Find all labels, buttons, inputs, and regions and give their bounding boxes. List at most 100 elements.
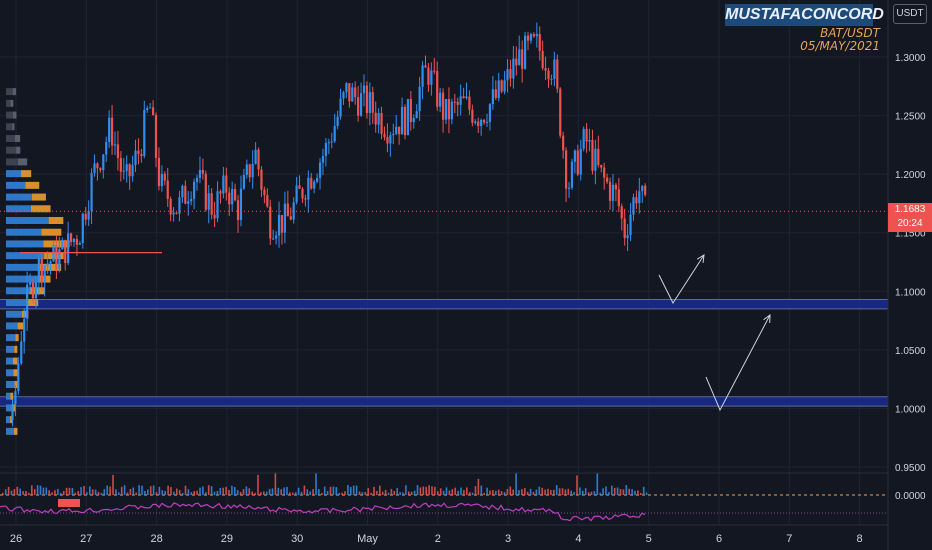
candle-body — [201, 169, 204, 174]
candle-body — [471, 109, 474, 123]
volume-bar — [196, 490, 198, 495]
profile-bar-buy — [6, 181, 26, 189]
volume-bar — [544, 489, 546, 495]
candle-body — [225, 175, 228, 193]
candle-body — [336, 116, 339, 127]
profile-bar-sell — [14, 345, 18, 353]
volume-bar — [486, 487, 488, 495]
volume-bar — [489, 490, 491, 495]
currency-button[interactable]: USDT — [893, 4, 927, 24]
candle-body — [234, 189, 237, 201]
projection-arrow — [705, 314, 771, 412]
candle-body — [102, 154, 105, 171]
profile-bar-buy — [6, 228, 42, 236]
x-tick-label: 6 — [716, 533, 722, 545]
candle-body — [254, 149, 257, 164]
volume-bar — [457, 490, 459, 495]
volume-bar — [274, 472, 277, 495]
candle-body — [564, 150, 568, 189]
candle-body — [377, 113, 380, 125]
candle-body — [87, 210, 90, 220]
candle-body — [614, 184, 617, 190]
candle-body — [143, 110, 146, 157]
candle-body — [146, 108, 149, 111]
volume-bar — [628, 488, 630, 495]
candle-body — [327, 142, 330, 144]
candle-body — [494, 89, 497, 98]
candle-body — [500, 80, 503, 92]
signal-marker — [58, 499, 80, 507]
volume-bar — [199, 487, 201, 495]
volume-bar — [590, 491, 593, 495]
candle-body — [169, 198, 172, 215]
candle-body — [283, 203, 286, 233]
candle-body — [295, 185, 298, 203]
y-tick-label: 1.2500 — [895, 112, 926, 123]
volume-bar — [402, 492, 404, 495]
profile-bar-sell — [13, 427, 18, 435]
candle-body — [316, 177, 319, 182]
volume-bar — [474, 486, 477, 495]
volume-bar — [616, 487, 619, 495]
volume-bar — [619, 489, 622, 495]
y-tick-label: 1.0500 — [895, 346, 926, 357]
profile-bar-buy — [6, 170, 22, 178]
volume-bar — [399, 492, 401, 495]
volume-bar — [315, 472, 317, 495]
candle-body — [149, 107, 152, 109]
candle-body — [292, 202, 295, 220]
profile-bar-buy — [6, 158, 18, 166]
volume-bar — [512, 489, 514, 495]
volume-bar — [115, 489, 117, 495]
candle-body — [354, 87, 357, 98]
candle-body — [603, 167, 606, 178]
candle-body — [184, 185, 187, 204]
volume-bar — [321, 492, 323, 495]
volume-bar — [213, 491, 216, 495]
candle-body — [248, 164, 251, 178]
profile-bar-sell — [17, 158, 28, 166]
volume-bar — [112, 474, 114, 495]
candle-body — [20, 341, 23, 364]
candle-body — [163, 173, 166, 181]
volume-bar — [355, 485, 358, 495]
candle-body — [550, 78, 553, 80]
candle-body — [456, 101, 459, 105]
candle-body — [532, 34, 535, 37]
volume-bar — [593, 491, 596, 495]
volume-bar — [480, 485, 483, 495]
candle-body — [447, 98, 451, 120]
candle-body — [585, 128, 588, 142]
candle-body — [638, 191, 641, 204]
candle-body — [58, 249, 61, 270]
candle-body — [99, 168, 102, 171]
volume-bar — [341, 492, 343, 495]
volume-bar — [149, 486, 152, 495]
volume-bar — [210, 486, 213, 495]
candle-body — [277, 215, 281, 236]
volume-bar — [437, 491, 439, 495]
candle-body — [430, 70, 433, 85]
candle-body — [37, 258, 40, 282]
candle-body — [608, 181, 612, 201]
volume-bar — [448, 490, 451, 495]
candle-body — [418, 86, 421, 112]
arrow-head — [696, 254, 705, 264]
volume-bar — [460, 487, 462, 495]
volume-bar — [631, 489, 633, 495]
candle-body — [128, 164, 131, 177]
candle-body — [477, 121, 480, 127]
volume-bar — [205, 492, 207, 495]
candle-body — [178, 197, 181, 214]
volume-bar — [106, 485, 108, 495]
candle-body — [266, 195, 269, 207]
volume-bar — [477, 478, 480, 495]
support-zone — [0, 396, 888, 407]
volume-bar — [338, 492, 340, 495]
candle-body — [17, 363, 20, 392]
candle-body — [444, 98, 448, 120]
volume-bar — [454, 487, 456, 495]
volume-bar — [263, 491, 265, 495]
